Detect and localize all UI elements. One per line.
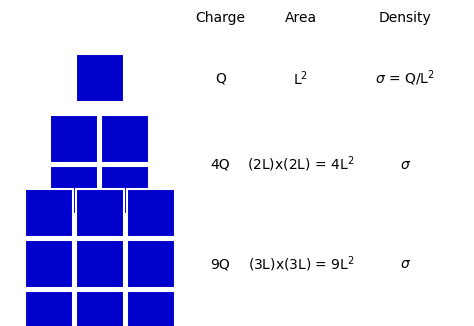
Bar	[25, 291, 73, 326]
Text: (3L)x(3L) = 9L$^2$: (3L)x(3L) = 9L$^2$	[248, 254, 354, 274]
Text: $\sigma$ = Q/L$^2$: $\sigma$ = Q/L$^2$	[375, 68, 435, 88]
Bar	[76, 189, 124, 237]
Bar	[127, 240, 175, 288]
Text: Q: Q	[215, 71, 226, 85]
Text: (2L)x(2L) = 4L$^2$: (2L)x(2L) = 4L$^2$	[247, 155, 355, 174]
Bar	[51, 166, 99, 214]
Text: $\sigma$: $\sigma$	[400, 158, 411, 171]
Bar	[25, 189, 73, 237]
Bar	[127, 189, 175, 237]
Bar	[51, 115, 99, 163]
Text: 9Q: 9Q	[210, 257, 230, 271]
Text: Charge: Charge	[195, 11, 246, 25]
Bar	[76, 291, 124, 326]
Text: 4Q: 4Q	[210, 158, 230, 171]
Text: $\sigma$: $\sigma$	[400, 257, 411, 271]
Text: L$^2$: L$^2$	[293, 69, 309, 88]
Text: Density: Density	[379, 11, 432, 25]
Text: Area: Area	[285, 11, 317, 25]
Bar	[127, 291, 175, 326]
Bar	[76, 54, 124, 102]
Bar	[25, 240, 73, 288]
Bar	[101, 115, 149, 163]
Bar	[76, 240, 124, 288]
Bar	[101, 166, 149, 214]
